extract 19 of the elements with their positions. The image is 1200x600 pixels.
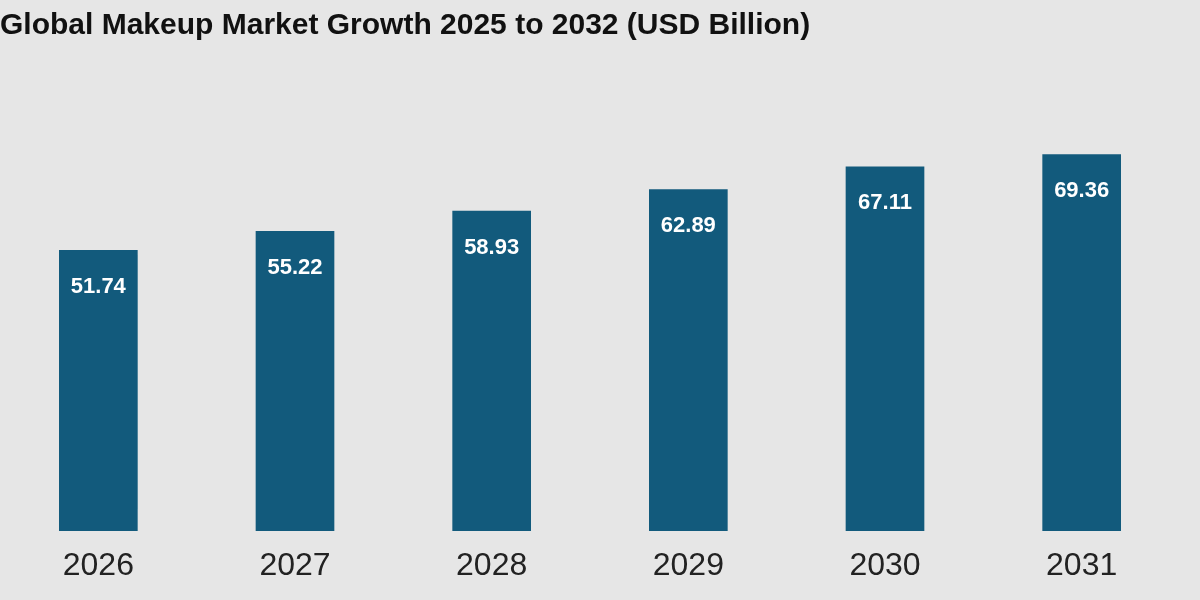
data-label: 51.74 xyxy=(70,272,127,298)
data-label: 69.36 xyxy=(1054,177,1110,203)
x-tick-label: 2028 xyxy=(456,545,528,582)
x-tick-label: 2031 xyxy=(1046,545,1118,582)
chart-title: Global Makeup Market Growth 2025 to 2032 (USD Billion) xyxy=(0,7,811,40)
bar xyxy=(1042,154,1121,531)
data-label: 55.22 xyxy=(267,254,323,280)
data-label: 62.89 xyxy=(660,212,716,238)
x-tick-label: 2029 xyxy=(652,545,724,582)
bar xyxy=(845,166,925,531)
bar xyxy=(649,189,728,531)
bar xyxy=(59,249,138,531)
data-label: 58.93 xyxy=(464,233,520,259)
x-tick-label: 2030 xyxy=(849,545,921,582)
x-tick-label: 2027 xyxy=(259,545,331,582)
x-tick-label: 2026 xyxy=(62,545,134,582)
data-label: 67.11 xyxy=(858,189,912,215)
bar xyxy=(255,231,335,531)
bar xyxy=(452,210,531,531)
